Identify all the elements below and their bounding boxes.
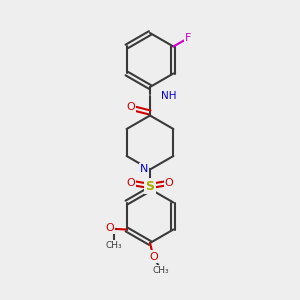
Text: O: O: [149, 251, 158, 262]
Text: O: O: [126, 178, 135, 188]
Text: O: O: [105, 223, 114, 233]
Text: O: O: [126, 102, 135, 112]
Text: S: S: [146, 179, 154, 193]
Text: CH₃: CH₃: [106, 241, 122, 250]
Text: CH₃: CH₃: [152, 266, 169, 275]
Text: O: O: [165, 178, 174, 188]
Text: N: N: [140, 164, 148, 175]
Text: NH: NH: [161, 91, 177, 101]
Text: F: F: [185, 33, 192, 43]
